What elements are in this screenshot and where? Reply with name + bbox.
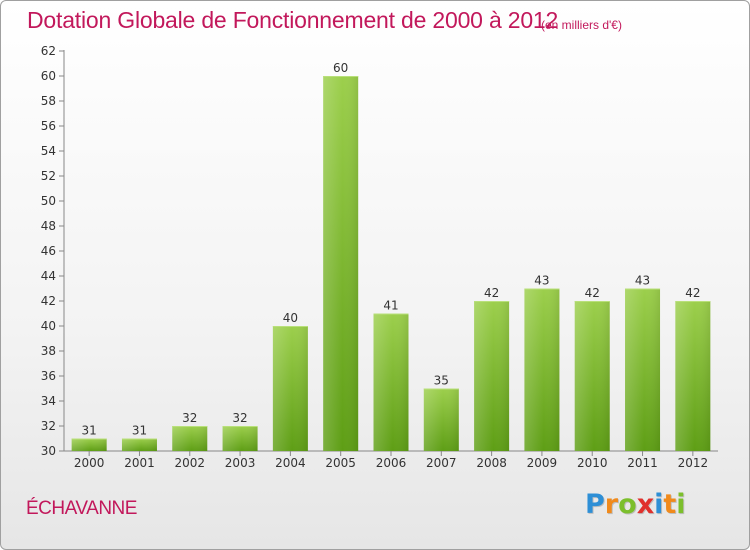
- bar-shade: [574, 301, 610, 451]
- data-label: 40: [283, 311, 298, 325]
- logo-letter: P: [585, 489, 605, 520]
- y-tick-label: 34: [41, 394, 56, 408]
- x-tick-label: 2002: [174, 456, 205, 470]
- y-tick-label: 60: [41, 69, 56, 83]
- y-tick-label: 38: [41, 344, 56, 358]
- x-tick-label: 2003: [225, 456, 256, 470]
- commune-name: ÉCHAVANNE: [26, 498, 137, 519]
- x-tick-label: 2001: [124, 456, 155, 470]
- logo-letter: o: [618, 489, 637, 520]
- x-tick-label: 2009: [527, 456, 558, 470]
- bar-shade: [222, 426, 258, 451]
- data-label: 42: [685, 286, 700, 300]
- bar-shade: [625, 288, 661, 451]
- data-label: 31: [82, 424, 97, 438]
- bar-shade: [71, 438, 107, 451]
- y-tick-label: 50: [41, 194, 56, 208]
- y-tick-label: 44: [41, 269, 56, 283]
- chart-title: Dotation Globale de Fonctionnement de 20…: [27, 7, 559, 33]
- y-tick-label: 54: [41, 144, 56, 158]
- y-tick-label: 46: [41, 244, 56, 258]
- y-tick-label: 40: [41, 319, 56, 333]
- x-tick-label: 2012: [678, 456, 709, 470]
- x-tick-label: 2008: [476, 456, 507, 470]
- data-label: 42: [484, 286, 499, 300]
- data-label: 42: [585, 286, 600, 300]
- bar-shade: [524, 288, 560, 451]
- x-tick-label: 2010: [577, 456, 608, 470]
- y-tick-label: 62: [41, 44, 56, 58]
- y-tick-label: 30: [41, 444, 56, 458]
- data-label: 60: [333, 61, 348, 75]
- x-tick-label: 2004: [275, 456, 306, 470]
- logo-letter: t: [663, 489, 677, 520]
- x-tick-label: 2007: [426, 456, 457, 470]
- y-tick-label: 36: [41, 369, 56, 383]
- chart-subtitle: (en milliers d'€): [541, 18, 622, 32]
- y-axis: 30 32 34 36 38 40 42 44 46 48 50 52 54 56 58 60 62: [41, 44, 65, 458]
- data-label: 43: [635, 274, 650, 288]
- bar-shade: [323, 76, 359, 451]
- y-tick-label: 32: [41, 419, 56, 433]
- x-tick-label: 2005: [325, 456, 356, 470]
- bar-shade: [423, 388, 459, 451]
- bar-shade: [474, 301, 510, 451]
- data-label: 32: [232, 411, 247, 425]
- data-label: 31: [132, 424, 147, 438]
- bar-shade: [675, 301, 711, 451]
- bar-shade: [172, 426, 208, 451]
- bar-shade: [373, 313, 409, 451]
- data-label: 41: [383, 299, 398, 313]
- x-tick-label: 2006: [376, 456, 407, 470]
- data-label: 32: [182, 411, 197, 425]
- proxiti-logo: Proxiti: [585, 489, 686, 520]
- bar-shade: [121, 438, 157, 451]
- x-axis: 2000 2001 2002 2003 2004 2005 2006 2007 2008 2009…: [64, 450, 718, 470]
- logo-letter: i: [654, 489, 664, 520]
- y-tick-label: 48: [41, 219, 56, 233]
- y-tick-label: 56: [41, 119, 56, 133]
- logo-letter: r: [604, 489, 619, 520]
- y-tick-label: 42: [41, 294, 56, 308]
- logo-letter: x: [636, 489, 655, 520]
- bars: 31 31 32 32 40 60 41 35 42 43 42 43 42: [71, 61, 711, 451]
- data-label: 43: [534, 274, 549, 288]
- x-tick-label: 2000: [74, 456, 105, 470]
- bar-shade: [272, 326, 308, 451]
- y-tick-label: 58: [41, 94, 56, 108]
- y-tick-label: 52: [41, 169, 56, 183]
- x-tick-label: 2011: [627, 456, 658, 470]
- logo-letter: i: [676, 489, 686, 520]
- data-label: 35: [434, 374, 449, 388]
